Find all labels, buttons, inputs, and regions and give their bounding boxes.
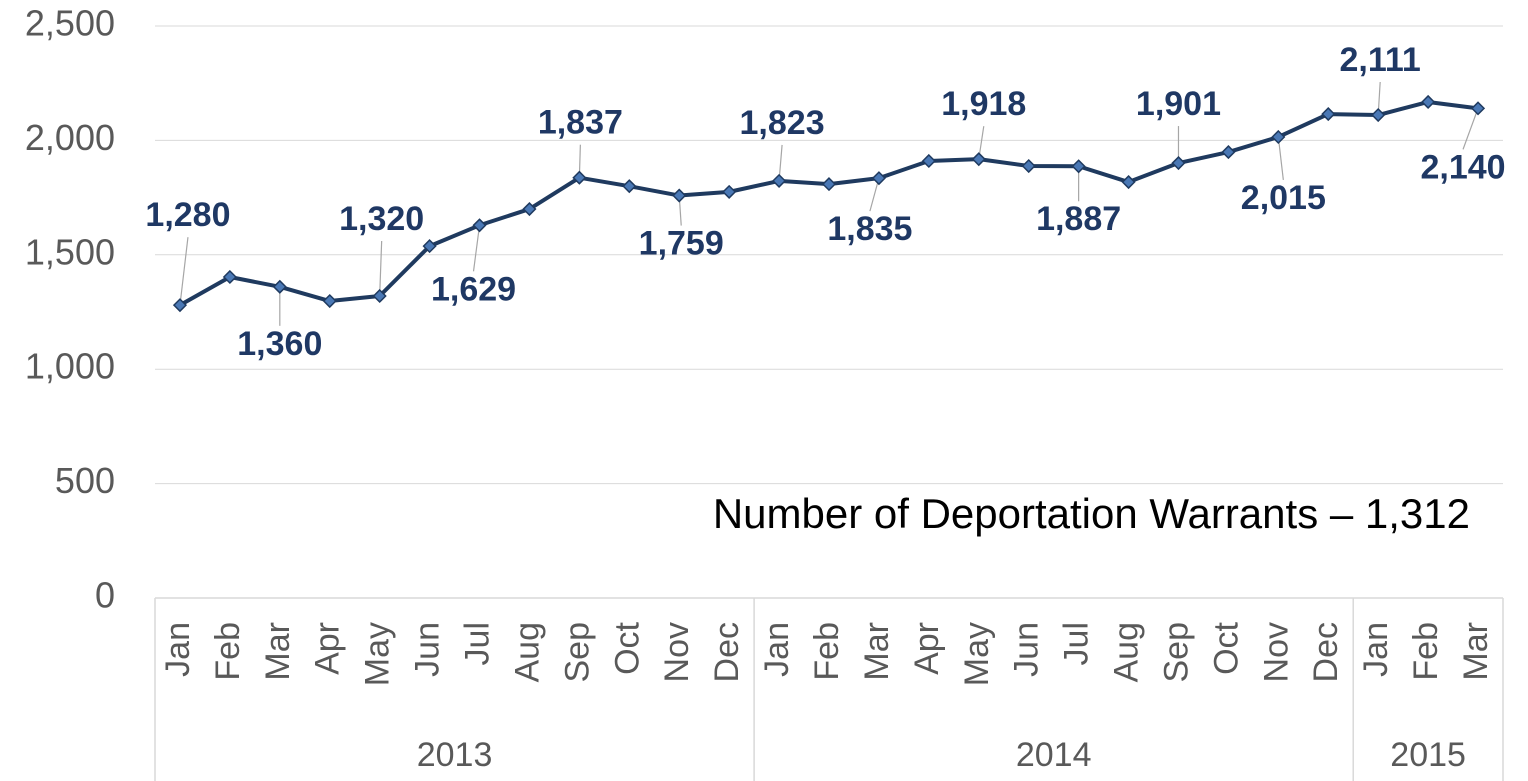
marker — [1371, 107, 1386, 123]
marker — [1071, 159, 1086, 174]
x-tick-label: Apr — [908, 622, 946, 675]
x-tick-label: Apr — [309, 622, 347, 675]
x-tick-label: Mar — [858, 622, 896, 681]
x-tick-label: Mar — [259, 622, 297, 681]
y-tick-label: 1,500 — [25, 231, 115, 272]
x-tick-label: Jun — [409, 622, 447, 677]
data-label: 2,111 — [1340, 41, 1421, 79]
y-tick-label: 2,500 — [25, 3, 115, 44]
data-label: 1,837 — [538, 104, 623, 142]
data-label: 1,759 — [639, 225, 724, 263]
x-tick-label: Jul — [459, 622, 497, 665]
x-group-label: 2013 — [417, 736, 493, 774]
x-group-label: 2015 — [1390, 736, 1466, 774]
y-tick-label: 0 — [95, 575, 115, 616]
data-label: 1,823 — [740, 104, 825, 142]
marker — [921, 153, 936, 169]
y-tick-label: 500 — [55, 460, 115, 501]
marker — [772, 173, 787, 188]
marker — [622, 179, 637, 194]
marker — [272, 279, 287, 294]
leader-line — [379, 240, 383, 297]
data-label: 2,140 — [1420, 148, 1505, 186]
x-tick-label: Feb — [209, 622, 247, 681]
data-label: 1,360 — [237, 325, 322, 363]
x-tick-label: Dec — [1307, 622, 1345, 682]
marker — [672, 188, 687, 203]
x-tick-label: Nov — [658, 622, 696, 682]
y-tick-label: 1,000 — [25, 346, 115, 387]
data-label: 1,901 — [1136, 85, 1221, 123]
marker — [1021, 158, 1036, 174]
leader-line — [472, 225, 481, 272]
marker — [971, 152, 986, 167]
marker — [821, 177, 837, 192]
x-tick-label: Jul — [1058, 622, 1096, 665]
x-tick-label: Sep — [558, 622, 596, 683]
data-label: 1,918 — [941, 85, 1026, 123]
x-tick-label: Mar — [1457, 622, 1495, 681]
marker — [722, 184, 737, 199]
x-tick-label: Oct — [1207, 621, 1245, 674]
marker — [572, 170, 587, 185]
marker — [1171, 155, 1186, 171]
x-tick-label: Jan — [159, 622, 197, 677]
x-tick-label: May — [359, 622, 397, 686]
marker — [1121, 174, 1136, 190]
marker — [1321, 107, 1336, 122]
data-label: 1,887 — [1036, 200, 1121, 238]
leader-line — [1277, 136, 1284, 181]
data-label: 1,629 — [431, 270, 516, 308]
marker — [372, 288, 387, 304]
x-tick-label: Jun — [1008, 622, 1046, 677]
marker — [1421, 94, 1436, 110]
y-tick-label: 2,000 — [25, 117, 115, 158]
data-label: 1,835 — [827, 210, 912, 248]
leader-line — [179, 237, 189, 306]
x-tick-label: Oct — [608, 621, 646, 674]
x-tick-label: Feb — [808, 622, 846, 681]
marker — [1271, 129, 1286, 145]
marker — [1221, 145, 1236, 160]
marker — [472, 218, 487, 233]
x-tick-label: Jan — [1357, 622, 1395, 677]
x-tick-label: Feb — [1407, 622, 1445, 681]
x-tick-label: Dec — [708, 622, 746, 682]
annotation: Number of Deportation Warrants – 1,312 — [713, 490, 1470, 537]
marker — [871, 171, 886, 186]
x-tick-label: Aug — [1108, 622, 1146, 683]
marker — [172, 298, 188, 313]
marker — [422, 239, 437, 254]
x-tick-label: Aug — [508, 622, 546, 683]
data-label: 1,280 — [145, 196, 230, 234]
marker — [522, 201, 537, 217]
data-label: 1,320 — [339, 200, 424, 238]
x-tick-label: Jan — [758, 622, 796, 677]
x-tick-label: May — [958, 622, 996, 686]
marker — [322, 293, 337, 309]
marker — [1470, 101, 1486, 116]
leader-line — [1462, 108, 1479, 150]
x-group-label: 2014 — [1016, 736, 1092, 774]
x-tick-label: Sep — [1157, 622, 1195, 683]
x-tick-label: Nov — [1257, 622, 1295, 682]
marker — [222, 269, 237, 285]
data-label: 2,015 — [1241, 179, 1326, 217]
